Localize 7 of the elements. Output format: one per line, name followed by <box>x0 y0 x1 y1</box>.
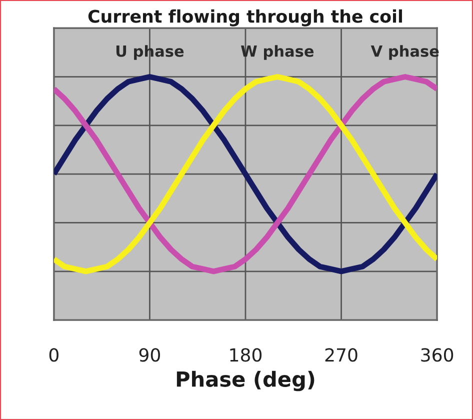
x-tick-label: 90 <box>139 348 160 362</box>
x-tick-label: 0 <box>49 348 58 362</box>
x-tick-label: 270 <box>325 348 358 362</box>
x-axis-title: Phase (deg) <box>176 370 314 392</box>
x-tick-label: 360 <box>421 348 454 362</box>
chart-title: Current flowing through the coil <box>88 9 402 26</box>
x-tick-label: 180 <box>230 348 262 362</box>
